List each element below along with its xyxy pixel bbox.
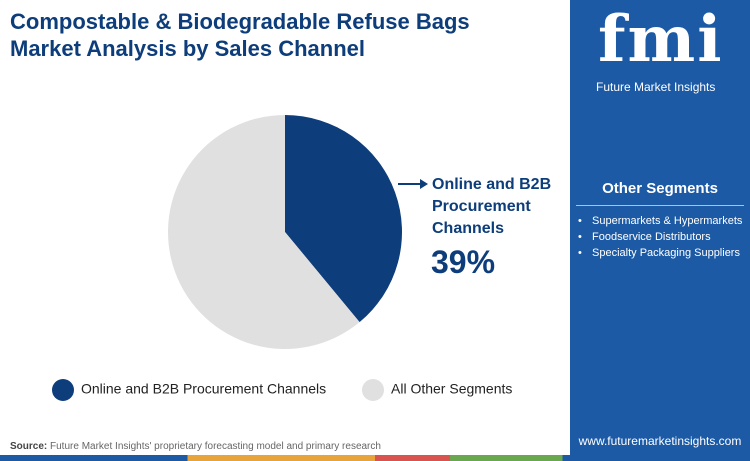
source-text: Future Market Insights' proprietary fore… bbox=[50, 441, 381, 452]
source-note: Source: Future Market Insights' propriet… bbox=[10, 441, 381, 452]
segment-item: Foodservice Distributors bbox=[578, 230, 744, 245]
segment-item: Specialty Packaging Suppliers bbox=[578, 246, 744, 261]
side-panel: fmi Future Market Insights Other Segment… bbox=[570, 0, 750, 455]
chart: Online and B2B Procurement Channels All O… bbox=[52, 115, 512, 401]
legend-marker bbox=[362, 379, 384, 401]
color-strip bbox=[0, 455, 750, 461]
annotation-arrow-head bbox=[420, 179, 428, 189]
segment-list: Supermarkets & Hypermarkets Foodservice … bbox=[578, 214, 744, 262]
legend-label: All Other Segments bbox=[391, 381, 512, 397]
divider bbox=[576, 205, 744, 206]
logo: fmi bbox=[598, 2, 724, 77]
chart-title: Compostable & Biodegradable Refuse Bags … bbox=[10, 9, 470, 61]
brand-name: Future Market Insights bbox=[596, 80, 716, 94]
pie-slice bbox=[168, 115, 360, 349]
legend-label: Online and B2B Procurement Channels bbox=[81, 381, 326, 397]
legend-marker bbox=[52, 379, 74, 401]
segment-item: Supermarkets & Hypermarkets bbox=[578, 214, 744, 229]
pie-slice bbox=[285, 115, 403, 323]
data-label: 39% bbox=[431, 244, 496, 280]
website[interactable]: www.futuremarketinsights.com bbox=[578, 434, 742, 448]
panel-title: Other Segments bbox=[602, 180, 718, 197]
annotation-label: Online and B2B Procurement Channels bbox=[432, 176, 552, 237]
source-label: Source: bbox=[10, 441, 48, 452]
